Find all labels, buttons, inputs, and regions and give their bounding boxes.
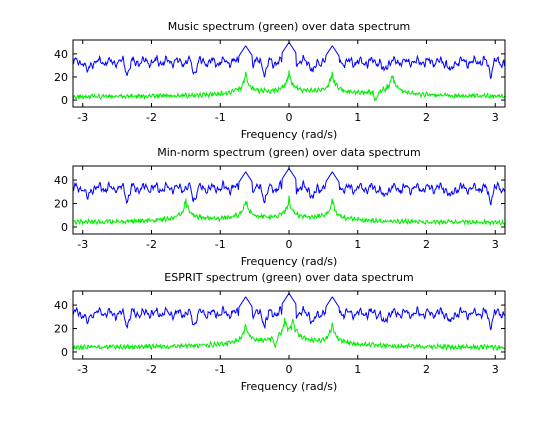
x-tick-label: -2 bbox=[146, 111, 157, 124]
x-tick-label: 1 bbox=[354, 238, 361, 251]
axes-box bbox=[72, 290, 506, 360]
x-tick-label: -3 bbox=[77, 111, 88, 124]
x-tick-label: 0 bbox=[286, 111, 293, 124]
x-tick-label: 1 bbox=[354, 363, 361, 376]
y-tick-label: 0 bbox=[61, 94, 68, 107]
x-axis-label: Frequency (rad/s) bbox=[241, 255, 338, 268]
x-tick-label: 3 bbox=[492, 238, 499, 251]
x-tick-label: -2 bbox=[146, 238, 157, 251]
x-tick-label: -3 bbox=[77, 238, 88, 251]
subplot-3: -3 -2 -1 0 1 2 3 0 20 40 ESPRIT spectrum (green) o… bbox=[54, 271, 506, 393]
x-tick-label: 3 bbox=[492, 363, 499, 376]
subplot-title: Min-norm spectrum (green) over data spec… bbox=[157, 146, 420, 159]
x-tick-label: 0 bbox=[286, 238, 293, 251]
x-tick-label: -1 bbox=[215, 363, 226, 376]
x-axis-label: Frequency (rad/s) bbox=[241, 380, 338, 393]
x-tick-label: 2 bbox=[423, 111, 430, 124]
x-tick-label: 2 bbox=[423, 363, 430, 376]
x-tick-label: -3 bbox=[77, 363, 88, 376]
x-tick-label: -2 bbox=[146, 363, 157, 376]
y-tick-label: 0 bbox=[61, 346, 68, 359]
y-tick-label: 40 bbox=[54, 174, 68, 187]
estimated-spectrum-line bbox=[73, 70, 505, 103]
y-tick-label: 20 bbox=[54, 198, 68, 211]
y-tick-label: 20 bbox=[54, 323, 68, 336]
y-tick-label: 20 bbox=[54, 71, 68, 84]
y-tick-label: 40 bbox=[54, 48, 68, 61]
x-tick-label: 2 bbox=[423, 238, 430, 251]
estimated-spectrum-line bbox=[73, 317, 505, 352]
subplot-1: -3 -2 -1 0 1 2 3 0 20 40 Music spectrum (green) ov… bbox=[54, 20, 506, 141]
estimated-spectrum-line bbox=[73, 195, 505, 227]
x-tick-label: 3 bbox=[492, 111, 499, 124]
x-tick-label: 1 bbox=[354, 111, 361, 124]
y-tick-label: 40 bbox=[54, 299, 68, 312]
x-tick-label: 0 bbox=[286, 363, 293, 376]
x-axis-label: Frequency (rad/s) bbox=[241, 128, 338, 141]
subplot-title: Music spectrum (green) over data spectru… bbox=[168, 20, 411, 33]
x-tick-label: -1 bbox=[215, 111, 226, 124]
y-tick-label: 0 bbox=[61, 221, 68, 234]
x-tick-label: -1 bbox=[215, 238, 226, 251]
data-spectrum-line bbox=[73, 292, 505, 331]
subplot-2: -3 -2 -1 0 1 2 3 0 20 40 Min-norm spectrum (green)… bbox=[54, 146, 506, 268]
subplot-title: ESPRIT spectrum (green) over data spectr… bbox=[164, 271, 413, 284]
